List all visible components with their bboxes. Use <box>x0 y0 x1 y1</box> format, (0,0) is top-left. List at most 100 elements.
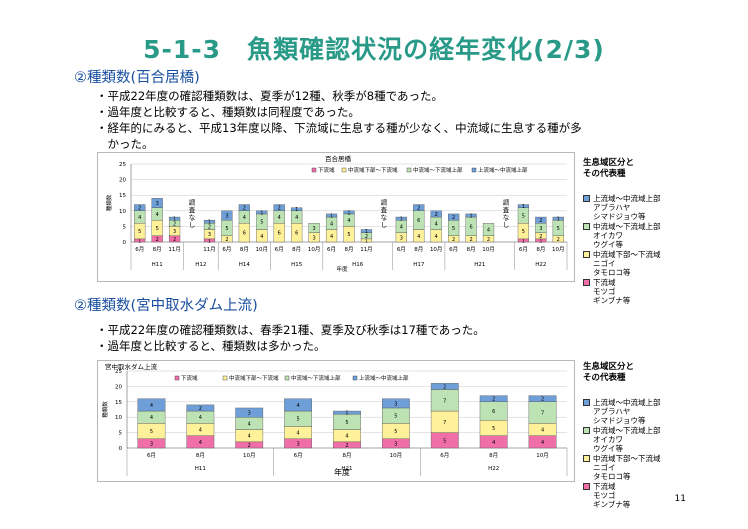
data-label: 2 <box>365 234 368 240</box>
no-survey-label: な <box>503 214 510 222</box>
legend-swatch <box>311 167 317 173</box>
year-group-label: H12 <box>195 262 206 268</box>
legend-species: シマドジョウ等 <box>593 212 646 221</box>
data-label: 4 <box>330 234 333 240</box>
x-tick-label: 8月 <box>196 452 205 459</box>
data-label: 5 <box>522 213 525 219</box>
data-label: 5 <box>138 229 141 235</box>
side-legend-groups: 上流域～中流域上部 アブラハヤ シマドジョウ等 中流域～下流域上部 オイカワ ウグイ等 中流… <box>583 398 661 509</box>
side-legend-1: 生息域区分と その代表種 上流域～中流域上部 アブラハヤ シマドジョウ等 中流域～下流… <box>583 158 661 305</box>
data-label: 4 <box>248 434 251 440</box>
legend-swatch <box>406 167 412 173</box>
x-tick-label: 10月 <box>552 246 565 253</box>
data-label: 4 <box>243 215 246 221</box>
data-label: 6 <box>243 231 246 237</box>
data-label: 2 <box>435 212 438 218</box>
bar-segment <box>448 213 460 221</box>
legend-label: 上流域～中流域上部 <box>593 194 661 203</box>
x-tick-label: 10月 <box>256 246 268 253</box>
data-label: 1 <box>295 207 298 213</box>
x-tick-label: 6月 <box>440 452 449 459</box>
bar-segment <box>235 407 264 418</box>
data-label: 3 <box>156 201 159 207</box>
legend-label: 上流域～中流域上部 <box>478 166 528 174</box>
data-label: 3 <box>400 235 403 241</box>
data-label: 4 <box>345 434 348 440</box>
legend-species: タモロコ等 <box>593 472 631 481</box>
legend-species: ウグイ等 <box>593 444 623 453</box>
data-label: 1 <box>138 238 141 244</box>
data-label: 4 <box>347 218 350 224</box>
data-label: 2 <box>487 237 490 243</box>
side-legend-item: 中流域下部～下流域 <box>583 454 661 463</box>
bar-segment <box>360 229 373 233</box>
data-label: 4 <box>417 234 420 240</box>
no-survey-label: 査 <box>189 205 196 214</box>
y-tick-label: 0 <box>119 446 123 452</box>
bar-segment <box>482 223 495 236</box>
data-label: 2 <box>417 206 420 212</box>
data-label: 4 <box>297 431 300 437</box>
y-axis-label: 種類数 <box>105 194 113 211</box>
data-label: 1 <box>260 210 263 216</box>
bar-segment <box>528 395 557 402</box>
section-heading-yurii: ②種類数(百合居橋) <box>74 70 200 86</box>
chart-title: 百合居橋 <box>325 154 352 163</box>
bar-segment <box>186 404 215 412</box>
y-tick-label: 0 <box>123 240 127 246</box>
data-label: 7 <box>443 398 446 404</box>
data-label: 4 <box>487 228 490 234</box>
bar-segment <box>325 213 338 218</box>
bar-segment <box>517 204 530 208</box>
side-legend-heading-line: 生息域区分と <box>583 158 635 168</box>
data-label: 2 <box>541 397 544 403</box>
legend-label: 中流域～下流域上部 <box>593 426 661 435</box>
no-survey-label: 調 <box>503 198 510 207</box>
bullet-item: ・過年度と比較すると、種類数は多かった。 <box>96 339 326 353</box>
legend-label: 中流域下部～下流域 <box>593 454 661 463</box>
side-legend-item: 中流域～下流域上部 <box>583 222 661 231</box>
data-label: 6 <box>278 231 281 237</box>
bullet-item: かった。 <box>96 137 154 151</box>
data-label: 5 <box>522 229 525 235</box>
data-label: 2 <box>243 206 246 212</box>
data-label: 5 <box>452 226 455 232</box>
x-tick-label: 6月 <box>327 246 336 253</box>
legend-swatch <box>174 375 180 381</box>
data-label: 3 <box>297 441 300 447</box>
x-tick-label: 8月 <box>153 246 162 253</box>
legend-swatch <box>222 375 228 381</box>
x-tick-label: 6月 <box>222 246 231 253</box>
data-label: 2 <box>278 206 281 212</box>
legend-species: モツゴ <box>593 287 616 296</box>
data-label: 5 <box>260 220 263 226</box>
data-label: 1 <box>469 213 472 219</box>
x-tick-label: 10月 <box>482 246 495 253</box>
legend-species: オイカワ <box>593 231 623 240</box>
bar-segment <box>343 210 355 215</box>
data-label: 1 <box>173 217 176 223</box>
bar-segment <box>552 216 564 221</box>
data-label: 1 <box>330 213 333 219</box>
legend-swatch <box>583 251 590 258</box>
legend-swatch <box>583 195 590 202</box>
data-label: 5 <box>492 426 495 432</box>
bullet-item: ・過年度と比較すると、種類数は同程度であった。 <box>96 105 360 119</box>
x-tick-label: 8月 <box>536 246 545 253</box>
legend-label: 下流域 <box>181 374 198 382</box>
x-tick-label: 11月 <box>360 246 373 253</box>
data-label: 3 <box>225 213 228 219</box>
year-group-label: H11 <box>195 466 206 472</box>
year-group-label: H11 <box>152 262 163 268</box>
data-label: 2 <box>138 206 141 212</box>
bar-segment <box>308 223 320 233</box>
data-label: 4 <box>260 234 263 240</box>
x-tick-label: 8月 <box>240 246 249 253</box>
side-legend-groups: 上流域～中流域上部 アブラハヤ シマドジョウ等 中流域～下流域上部 オイカワ ウグイ等 中流… <box>583 194 661 305</box>
legend-swatch <box>583 455 590 462</box>
data-label: 1 <box>347 210 350 216</box>
year-group-label: H14 <box>239 262 251 268</box>
year-group-label: H22 <box>488 466 499 472</box>
data-label: 4 <box>248 421 251 427</box>
data-label: 4 <box>199 440 202 446</box>
